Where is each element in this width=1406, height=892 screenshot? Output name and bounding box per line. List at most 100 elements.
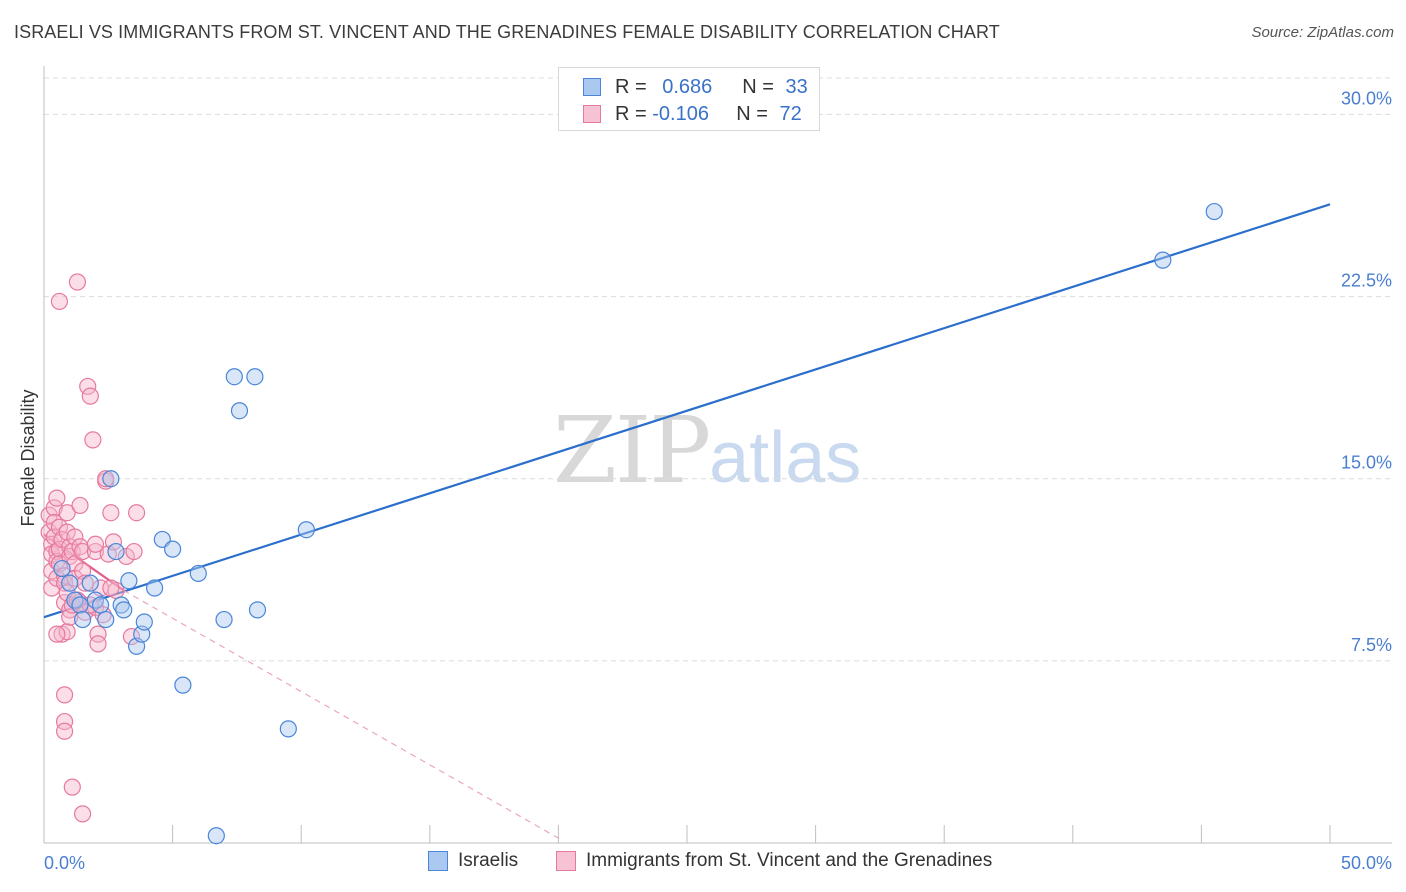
correlation-legend: R = 0.686 N = 33 R = -0.106 N = 72 <box>558 67 820 131</box>
trend-layer <box>43 203 1331 839</box>
point-immigrants <box>102 579 120 597</box>
watermark: ZIPatlas <box>553 405 861 504</box>
point-immigrants <box>94 606 112 624</box>
point-immigrants <box>89 625 107 643</box>
point-immigrants <box>81 387 99 405</box>
point-immigrants <box>55 686 74 704</box>
point-immigrants <box>122 627 141 646</box>
point-israelis <box>1205 202 1223 221</box>
chart-title: ISRAELI VS IMMIGRANTS FROM ST. VINCENT A… <box>14 22 1000 42</box>
series-legend: Israelis Immigrants from St. Vincent and… <box>0 850 1406 878</box>
legend-r-label: R = <box>615 102 647 125</box>
point-israelis <box>246 368 264 386</box>
point-immigrants <box>45 499 63 517</box>
point-israelis <box>115 601 133 619</box>
point-immigrants <box>104 533 123 551</box>
point-israelis <box>174 676 192 694</box>
point-immigrants <box>73 542 92 561</box>
x-tick-label: 50.0% <box>1341 853 1392 873</box>
point-israelis <box>164 540 182 558</box>
point-immigrants <box>58 504 76 522</box>
legend-r-label: R = <box>615 75 647 98</box>
point-israelis <box>225 368 243 386</box>
point-immigrants <box>125 542 143 561</box>
legend-row-israelis: R = 0.686 N = 33 <box>583 75 808 99</box>
point-israelis <box>189 564 207 583</box>
source-label: Source: ZipAtlas.com <box>1251 24 1394 41</box>
point-immigrants <box>86 535 105 553</box>
series-legend-israelis: Israelis <box>428 850 518 872</box>
point-israelis <box>73 610 92 629</box>
point-israelis <box>279 720 297 738</box>
point-immigrants <box>89 635 107 653</box>
point-immigrants <box>50 292 69 311</box>
y-tick-label: 22.5% <box>1341 271 1392 291</box>
point-immigrants <box>73 805 92 823</box>
point-immigrants <box>102 504 120 522</box>
point-israelis <box>215 610 233 629</box>
legend-n-label: N = <box>742 75 774 98</box>
y-axis-title: Female Disability <box>18 389 38 526</box>
point-immigrants <box>86 542 105 561</box>
point-israelis <box>97 610 115 629</box>
point-israelis <box>81 574 99 592</box>
legend-n-value-israelis: 33 <box>785 75 808 98</box>
legend-row-immigrants: R = -0.106 N = 72 <box>583 102 802 126</box>
point-immigrants <box>97 470 115 488</box>
point-israelis <box>91 596 110 614</box>
point-immigrants <box>71 496 89 515</box>
legend-swatch-immigrants <box>583 105 601 123</box>
series-swatch-immigrants <box>556 851 576 871</box>
point-israelis <box>53 559 71 578</box>
trend-extension-immigrants <box>123 589 559 839</box>
points-layer <box>40 202 1223 845</box>
watermark-atlas: atlas <box>709 418 862 498</box>
point-israelis <box>120 572 138 590</box>
x-tick-label: 0.0% <box>44 853 85 873</box>
point-israelis <box>135 613 153 631</box>
point-israelis <box>86 591 105 609</box>
point-israelis <box>61 574 79 592</box>
point-immigrants <box>48 625 66 643</box>
watermark-zip: ZIP <box>553 397 711 504</box>
point-israelis <box>297 521 315 539</box>
point-immigrants <box>66 528 84 546</box>
point-israelis <box>248 601 267 619</box>
y-tick-label: 15.0% <box>1341 453 1392 473</box>
series-label-immigrants: Immigrants from St. Vincent and the Gren… <box>586 850 993 871</box>
point-israelis <box>112 596 130 614</box>
point-israelis <box>66 591 84 609</box>
series-label-israelis: Israelis <box>458 850 519 871</box>
point-israelis <box>102 470 120 488</box>
point-immigrants <box>84 431 102 449</box>
point-immigrants <box>63 778 81 796</box>
legend-n-value-immigrants: 72 <box>779 102 802 125</box>
point-israelis <box>230 402 249 420</box>
point-immigrants <box>43 579 61 597</box>
trend-line-israelis <box>43 203 1331 619</box>
series-legend-immigrants: Immigrants from St. Vincent and the Gren… <box>556 850 992 872</box>
legend-swatch-israelis <box>583 78 601 96</box>
y-tick-label: 30.0% <box>1341 88 1392 108</box>
point-immigrants <box>79 377 97 396</box>
series-swatch-israelis <box>428 851 448 871</box>
point-immigrants <box>55 574 74 592</box>
point-immigrants <box>68 273 87 291</box>
legend-r-value-immigrants: -0.106 <box>652 102 709 125</box>
point-israelis <box>145 579 164 597</box>
point-immigrants <box>48 489 66 507</box>
legend-n-label: N = <box>736 102 768 125</box>
point-immigrants <box>45 513 63 532</box>
point-immigrants <box>58 623 76 641</box>
point-israelis <box>71 596 89 614</box>
point-israelis <box>207 827 225 845</box>
axis-layer <box>43 66 1392 844</box>
y-tick-label: 7.5% <box>1351 635 1392 655</box>
point-immigrants <box>127 504 146 522</box>
point-israelis <box>1154 251 1172 269</box>
legend-r-value-israelis: 0.686 <box>662 75 713 98</box>
point-immigrants <box>55 712 74 731</box>
grid-layer <box>44 77 1392 662</box>
point-immigrants <box>55 722 74 740</box>
